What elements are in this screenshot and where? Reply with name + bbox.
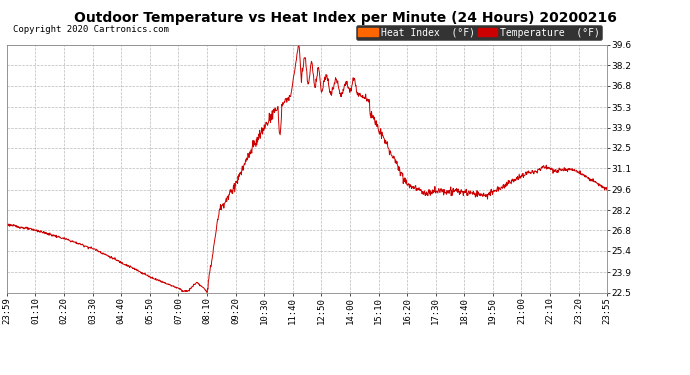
Text: Outdoor Temperature vs Heat Index per Minute (24 Hours) 20200216: Outdoor Temperature vs Heat Index per Mi… bbox=[74, 11, 616, 25]
Legend: Heat Index  (°F), Temperature  (°F): Heat Index (°F), Temperature (°F) bbox=[356, 25, 602, 40]
Text: Copyright 2020 Cartronics.com: Copyright 2020 Cartronics.com bbox=[13, 25, 169, 34]
